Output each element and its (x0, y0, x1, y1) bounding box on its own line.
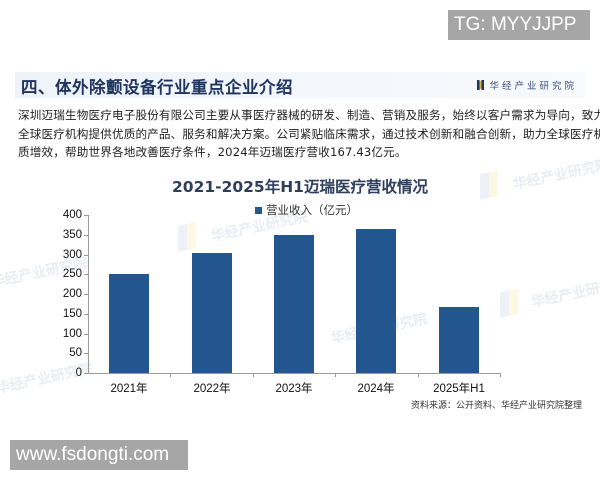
legend-label: 营业收入（亿元） (266, 203, 358, 217)
y-tick-mark (84, 294, 88, 295)
chart-title: 2021-2025年H1迈瑞医疗营收情况 (172, 178, 428, 196)
legend-swatch-icon (255, 206, 262, 214)
company-description: 深圳迈瑞生物医疗电子股份有限公司主要从事医疗器械的研发、制造、营销及服务，始终以… (18, 106, 600, 162)
y-tick-label: 250 (62, 268, 82, 280)
y-tick-mark (84, 373, 88, 374)
description-line: 深圳迈瑞生物医疗电子股份有限公司主要从事医疗器械的研发、制造、营销及服务，始终以… (18, 108, 600, 122)
description-line: 质增效，帮助世界各地改善医疗条件，2024年迈瑞医疗营收167.43亿元。 (18, 145, 407, 160)
description-line: 全球医疗机构提供优质的产品、服务和解决方案。公司紧贴临床需求，通过技术创新和融合… (18, 126, 600, 141)
y-tick-mark (84, 235, 88, 236)
y-tick-label: 150 (62, 308, 82, 320)
brand-logo-icon (477, 80, 485, 90)
bar-4 (439, 307, 479, 373)
y-tick-label: 300 (62, 249, 82, 261)
bar-1 (192, 253, 232, 373)
x-tick-mark (253, 373, 254, 377)
y-axis-line (88, 215, 89, 373)
data-source-note: 资料来源：公开资料、华经产业研究院整理 (411, 401, 583, 411)
x-tick-mark (335, 373, 336, 377)
y-tick-mark (84, 334, 88, 335)
y-tick-label: 350 (62, 229, 82, 241)
x-tick-mark (418, 373, 419, 377)
y-tick-mark (84, 274, 88, 275)
x-tick-mark (500, 373, 501, 377)
y-tick-label: 0 (75, 367, 82, 379)
y-tick-mark (84, 314, 88, 315)
y-tick-label: 200 (62, 288, 82, 300)
y-tick-label: 400 (62, 209, 82, 221)
y-tick-mark (84, 353, 88, 354)
site-watermark-badge: www.fsdongti.com (10, 440, 188, 470)
x-tick-label: 2021年 (110, 383, 148, 395)
chart-legend: 营业收入（亿元） (255, 202, 358, 218)
y-tick-mark (84, 255, 88, 256)
bar-2 (274, 235, 314, 373)
brand-name: 华经产业研究院 (489, 81, 577, 92)
tg-watermark-badge: TG: MYYJJPP (448, 10, 590, 40)
x-tick-label: 2023年 (275, 383, 313, 395)
x-tick-mark (170, 373, 171, 377)
section-title: 四、体外除颤设备行业重点企业介绍 (21, 78, 293, 97)
bar-3 (356, 229, 396, 373)
bar-0 (109, 274, 149, 373)
y-tick-label: 100 (62, 328, 82, 340)
y-tick-label: 50 (69, 347, 82, 359)
y-tick-mark (84, 215, 88, 216)
x-tick-label: 2025年H1 (433, 383, 485, 395)
brand-mark: 华经产业研究院 (477, 78, 577, 92)
section-header: 四、体外除颤设备行业重点企业介绍 华经产业研究院 (15, 72, 585, 98)
x-tick-label: 2022年 (193, 383, 231, 395)
x-tick-label: 2024年 (357, 383, 395, 395)
x-axis-line (88, 373, 500, 374)
